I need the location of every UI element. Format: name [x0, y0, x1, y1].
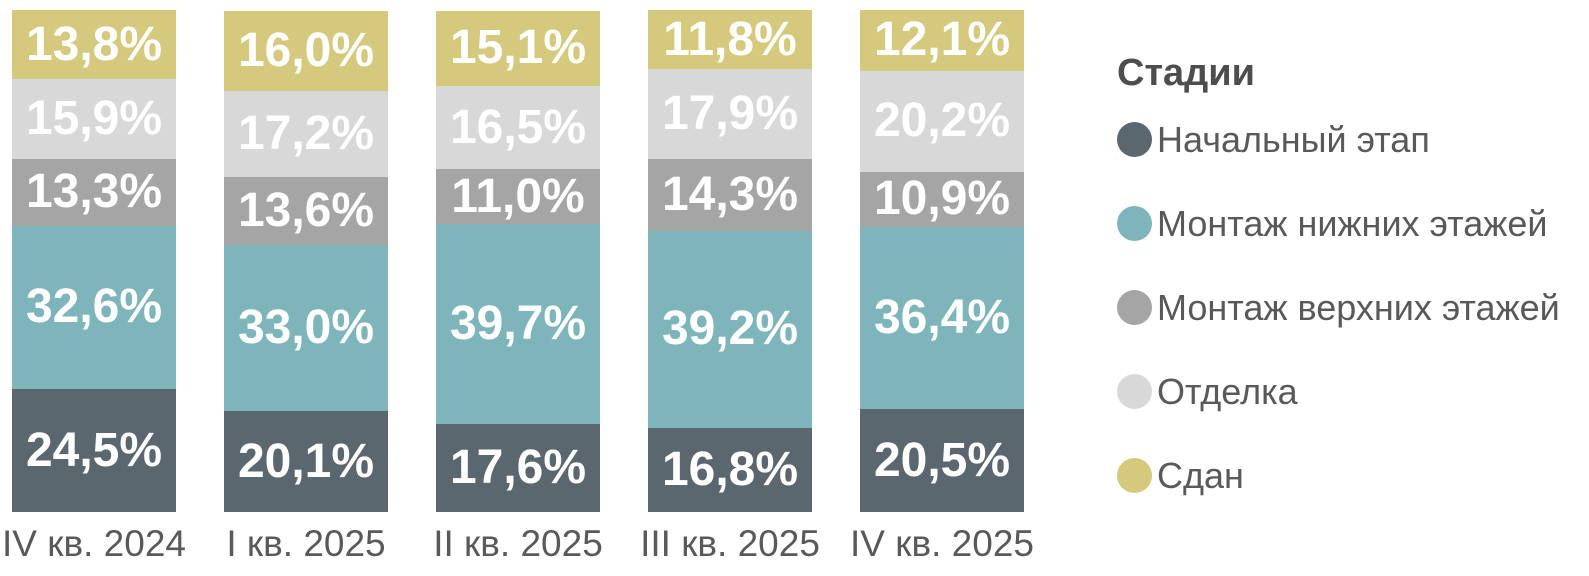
legend-item-label: Монтаж нижних этажей	[1157, 202, 1548, 244]
bar-segment: 11,0%	[436, 169, 600, 225]
segment-value-label: 13,3%	[25, 165, 163, 219]
bar-column: 16,0% 17,2% 13,6% 33,0% 20,1% I кв. 2025	[224, 10, 388, 565]
bar-segment: 17,2%	[224, 90, 388, 178]
legend-items: Начальный этап Монтаж нижних этажей Монтаж…	[1117, 118, 1560, 496]
segment-value-label: 32,6%	[25, 280, 163, 334]
legend-item: Монтаж нижних этажей	[1117, 202, 1560, 244]
segment-value-label: 24,5%	[25, 423, 163, 477]
bar-segment: 24,5%	[12, 389, 176, 512]
bar-segment: 17,6%	[436, 423, 600, 512]
legend-item-label: Начальный этап	[1157, 118, 1430, 160]
legend-item-label: Сдан	[1157, 454, 1244, 496]
bar-segment: 15,9%	[12, 79, 176, 159]
bar-column: 15,1% 16,5% 11,0% 39,7% 17,6% II кв. 2025	[433, 10, 603, 565]
category-label: IV кв. 2024	[2, 523, 186, 564]
bar-column: 13,8% 15,9% 13,3% 32,6% 24,5% IV кв. 2024	[2, 10, 186, 565]
legend-item-label: Монтаж верхних этажей	[1157, 286, 1560, 328]
segment-value-label: 16,8%	[661, 442, 799, 496]
segment-value-label: 10,9%	[873, 172, 1011, 226]
bar-segment: 13,8%	[12, 10, 176, 80]
segment-value-label: 13,8%	[25, 17, 163, 71]
bar-segment: 10,9%	[860, 171, 1024, 227]
bar-segment: 39,7%	[436, 224, 600, 424]
segment-value-label: 36,4%	[873, 290, 1011, 344]
stacked-bar: 16,0% 17,2% 13,6% 33,0% 20,1%	[224, 10, 388, 512]
bar-segment: 20,2%	[860, 70, 1024, 172]
stacked-bar: 11,8% 17,9% 14,3% 39,2% 16,8%	[648, 10, 812, 512]
segment-value-label: 17,2%	[237, 107, 375, 161]
bar-column: 11,8% 17,9% 14,3% 39,2% 16,8% III кв. 2025	[640, 10, 820, 565]
bar-segment: 13,3%	[12, 158, 176, 226]
legend-swatch-icon	[1117, 374, 1152, 410]
bar-segment: 11,8%	[648, 10, 812, 70]
bar-column: 12,1% 20,2% 10,9% 36,4% 20,5% IV кв. 2025	[850, 10, 1034, 565]
bar-segment: 16,5%	[436, 86, 600, 170]
segment-value-label: 39,7%	[449, 297, 587, 351]
segment-value-label: 12,1%	[873, 13, 1011, 67]
bar-segment: 20,5%	[860, 409, 1024, 512]
bar-segment: 12,1%	[860, 10, 1024, 71]
segment-value-label: 33,0%	[237, 301, 375, 355]
bar-segment: 17,9%	[648, 69, 812, 160]
segment-value-label: 15,9%	[25, 92, 163, 146]
segment-value-label: 11,0%	[451, 169, 585, 223]
bar-segment: 33,0%	[224, 245, 388, 412]
legend-swatch-icon	[1117, 458, 1152, 494]
segment-value-label: 16,5%	[449, 100, 587, 154]
legend-item: Сдан	[1117, 454, 1560, 496]
legend-item: Монтаж верхних этажей	[1117, 286, 1560, 328]
bar-segment: 16,0%	[224, 10, 388, 91]
legend-title: Стадии	[1117, 52, 1256, 94]
legend-item: Начальный этап	[1117, 118, 1560, 160]
category-label: IV кв. 2025	[850, 523, 1034, 564]
segment-value-label: 11,8%	[663, 12, 797, 66]
segment-value-label: 13,6%	[237, 184, 375, 238]
segment-value-label: 16,0%	[237, 23, 375, 77]
legend-swatch-icon	[1117, 122, 1152, 158]
category-label: III кв. 2025	[640, 523, 820, 564]
segment-value-label: 14,3%	[661, 168, 799, 221]
legend-swatch-icon	[1117, 290, 1152, 326]
bar-segment: 16,8%	[648, 427, 812, 512]
legend-swatch-icon	[1117, 206, 1152, 242]
legend-item-label: Отделка	[1157, 370, 1298, 412]
bar-segment: 36,4%	[860, 226, 1024, 410]
stacked-bar-plot: 13,8% 15,9% 13,3% 32,6% 24,5% IV кв. 2024 16,0…	[2, 10, 1034, 565]
bar-segment: 32,6%	[12, 225, 176, 390]
segment-value-label: 39,2%	[661, 302, 799, 356]
segment-value-label: 17,9%	[661, 87, 799, 141]
legend: Стадии Начальный этап Монтаж нижних этаже…	[1117, 52, 1560, 494]
segment-value-label: 15,1%	[449, 21, 587, 75]
bar-segment: 39,2%	[648, 230, 812, 428]
bar-segment: 20,1%	[224, 411, 388, 512]
legend-item: Отделка	[1117, 370, 1560, 412]
bar-segment: 14,3%	[648, 159, 812, 231]
segment-value-label: 20,1%	[237, 434, 375, 488]
bar-segment: 13,6%	[224, 177, 388, 246]
segment-value-label: 20,2%	[873, 94, 1011, 148]
segment-value-label: 20,5%	[873, 433, 1011, 487]
stacked-bar: 15,1% 16,5% 11,0% 39,7% 17,6%	[436, 10, 600, 512]
segment-value-label: 17,6%	[449, 440, 587, 494]
stacked-bar: 13,8% 15,9% 13,3% 32,6% 24,5%	[12, 10, 176, 512]
category-label: II кв. 2025	[433, 523, 603, 564]
bar-segment: 15,1%	[436, 10, 600, 87]
category-label: I кв. 2025	[226, 523, 386, 564]
stacked-bar: 12,1% 20,2% 10,9% 36,4% 20,5%	[860, 10, 1024, 512]
